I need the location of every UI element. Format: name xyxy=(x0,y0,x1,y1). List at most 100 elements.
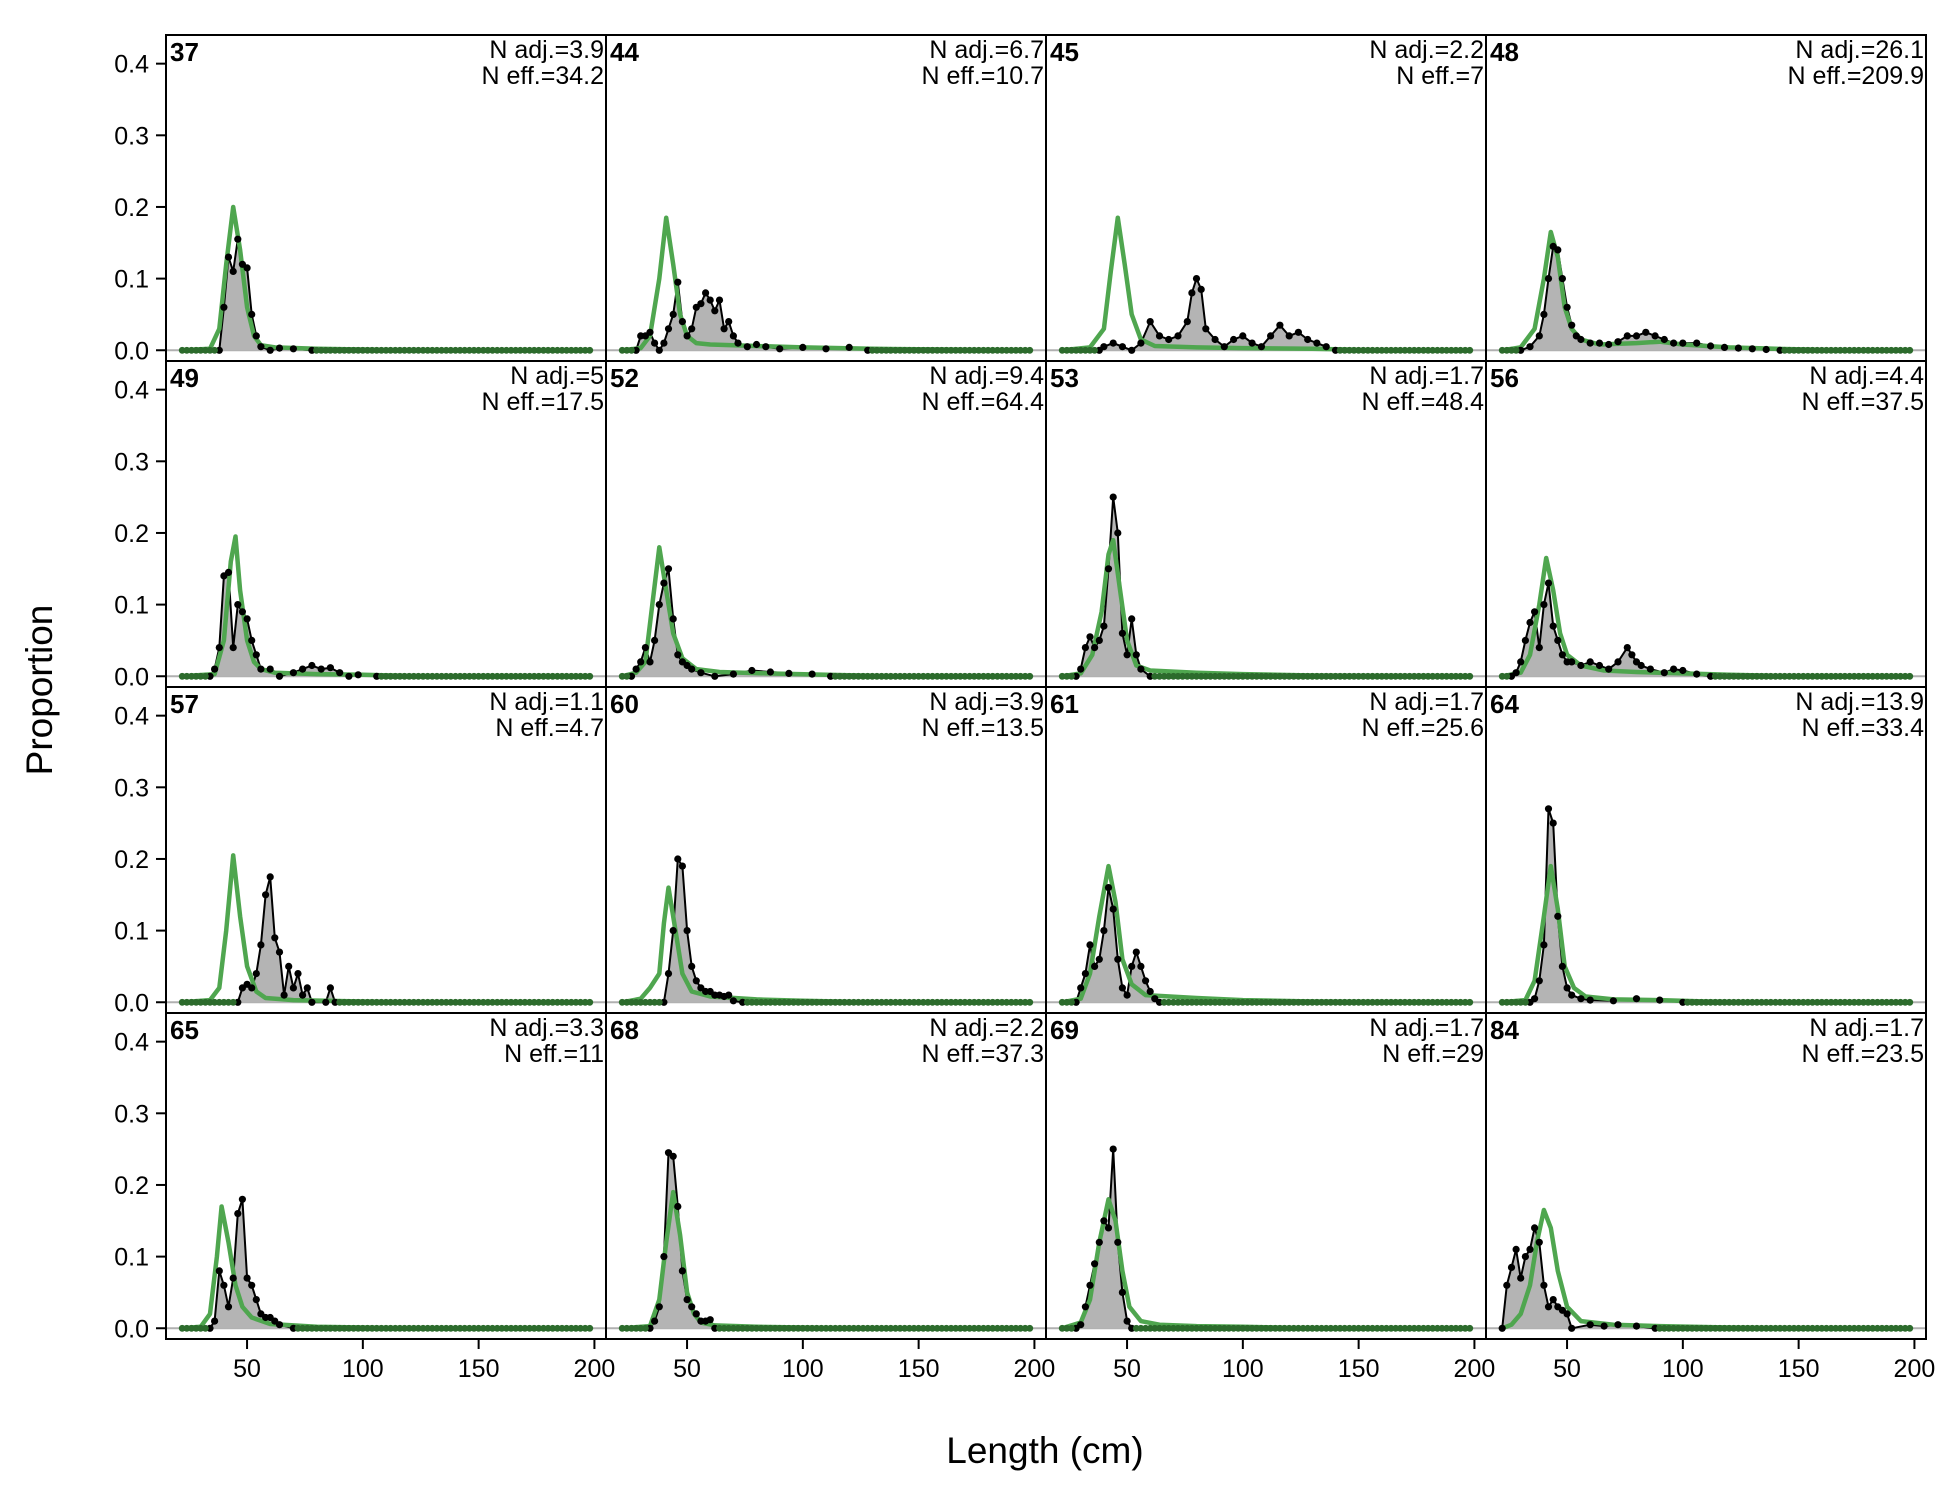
zero-bin-point xyxy=(1017,998,1024,1006)
observed-point xyxy=(224,253,233,261)
zero-bin-point xyxy=(827,998,834,1006)
y-tick-label: 0.1 xyxy=(114,918,149,946)
n-adj-label: N adj.=26.1 xyxy=(1795,36,1924,64)
observed-point xyxy=(632,665,640,673)
n-adj-label: N adj.=2.2 xyxy=(929,1014,1044,1042)
zero-bin-point xyxy=(1503,998,1511,1006)
observed-point xyxy=(322,998,330,1006)
zero-bin-point xyxy=(197,1324,205,1332)
zero-bin-point xyxy=(1327,672,1335,680)
zero-bin-point xyxy=(1355,346,1362,354)
observed-point xyxy=(641,644,650,652)
zero-bin-point xyxy=(1457,346,1464,354)
zero-bin-point xyxy=(401,998,408,1006)
observed-point xyxy=(1540,1281,1548,1289)
observed-point xyxy=(354,671,362,679)
zero-bin-point xyxy=(929,998,936,1006)
zero-bin-point xyxy=(549,346,557,354)
zero-bin-point xyxy=(1693,998,1701,1006)
zero-bin-point xyxy=(535,998,543,1006)
panel-37: 37 N adj.=3.9N eff.=34.2 xyxy=(166,36,606,354)
observed-point xyxy=(1077,665,1085,673)
panel-49: 49 N adj.=5N eff.=17.5 xyxy=(166,362,606,680)
zero-bin-point xyxy=(1443,346,1450,354)
zero-bin-point xyxy=(489,1324,496,1332)
observed-point xyxy=(1632,1322,1641,1330)
zero-bin-point xyxy=(901,1324,909,1332)
observed-point xyxy=(1114,1238,1122,1246)
observed-point xyxy=(229,644,237,652)
observed-point xyxy=(1137,339,1145,347)
zero-bin-point xyxy=(873,998,881,1006)
zero-bin-point xyxy=(1767,1324,1775,1332)
panel-id-label: 44 xyxy=(610,37,639,67)
x-tick-label: 200 xyxy=(574,1355,616,1383)
observed-point xyxy=(257,941,265,949)
observed-point xyxy=(1623,644,1631,652)
zero-bin-point xyxy=(929,672,936,680)
observed-point xyxy=(1535,977,1543,985)
observed-point xyxy=(1267,332,1275,340)
zero-bin-point xyxy=(1401,672,1409,680)
zero-bin-point xyxy=(1017,672,1024,680)
zero-bin-point xyxy=(535,1324,543,1332)
observed-point xyxy=(266,665,274,673)
zero-bin-point xyxy=(651,998,658,1006)
observed-point xyxy=(234,601,242,609)
y-tick-label: 0.4 xyxy=(114,1029,149,1057)
n-adj-label: N adj.=3.3 xyxy=(489,1014,604,1042)
observed-point xyxy=(1507,1263,1516,1271)
zero-bin-point xyxy=(943,998,950,1006)
zero-bin-point xyxy=(1869,346,1877,354)
zero-bin-point xyxy=(447,346,455,354)
zero-bin-point xyxy=(1883,998,1890,1006)
n-eff-label: N eff.=34.2 xyxy=(481,62,604,90)
zero-bin-point xyxy=(1906,672,1914,680)
zero-bin-point xyxy=(1355,672,1362,680)
observed-point xyxy=(271,934,279,942)
observed-point xyxy=(1248,339,1256,347)
n-adj-label: N adj.=4.4 xyxy=(1809,362,1924,390)
observed-point xyxy=(1114,955,1122,963)
observed-point xyxy=(1563,984,1571,992)
panel-id-label: 49 xyxy=(170,363,199,393)
observed-point xyxy=(1605,340,1613,349)
zero-bin-point xyxy=(521,346,529,354)
zero-bin-point xyxy=(1165,998,1173,1006)
zero-bin-point xyxy=(1313,998,1321,1006)
observed-point xyxy=(674,278,682,286)
observed-point xyxy=(243,1274,251,1282)
observed-area xyxy=(650,1152,715,1329)
zero-bin-point xyxy=(373,1324,381,1332)
zero-bin-point xyxy=(725,1324,733,1332)
zero-bin-point xyxy=(1795,1324,1802,1332)
observed-point xyxy=(1540,941,1548,949)
zero-bin-point xyxy=(799,998,807,1006)
observed-point xyxy=(1600,1322,1608,1330)
zero-bin-point xyxy=(1026,346,1034,354)
zero-bin-point xyxy=(975,998,983,1006)
observed-point xyxy=(1651,332,1659,340)
zero-bin-point xyxy=(1383,672,1390,680)
zero-bin-point xyxy=(1781,672,1789,680)
observed-point xyxy=(1202,325,1210,333)
x-tick-label: 200 xyxy=(1014,1355,1056,1383)
x-tick-label: 50 xyxy=(1113,1355,1141,1383)
observed-point xyxy=(280,991,288,999)
zero-bin-point xyxy=(1179,672,1186,680)
observed-point xyxy=(1563,1310,1571,1318)
zero-bin-point xyxy=(1897,1324,1904,1332)
observed-point xyxy=(285,962,293,971)
zero-bin-point xyxy=(433,1324,441,1332)
n-eff-label: N eff.=37.3 xyxy=(921,1040,1044,1068)
observed-point xyxy=(1535,644,1543,652)
panel-id-label: 52 xyxy=(610,363,639,393)
zero-bin-point xyxy=(753,998,760,1006)
observed-point xyxy=(711,307,719,315)
observed-point xyxy=(1531,1224,1539,1232)
observed-point xyxy=(1660,335,1668,344)
observed-point xyxy=(627,672,636,680)
observed-point xyxy=(1128,346,1136,354)
zero-bin-point xyxy=(1415,1324,1423,1332)
zero-bin-point xyxy=(975,346,983,354)
